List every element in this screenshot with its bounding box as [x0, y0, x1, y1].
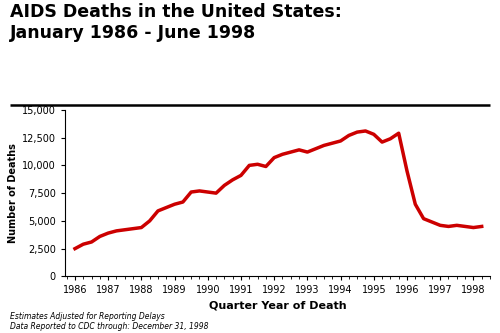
Text: AIDS Deaths in the United States:
January 1986 - June 1998: AIDS Deaths in the United States: Januar…	[10, 3, 342, 42]
Y-axis label: Number of Deaths: Number of Deaths	[8, 143, 18, 243]
X-axis label: Quarter Year of Death: Quarter Year of Death	[208, 301, 346, 311]
Text: Estimates Adjusted for Reporting Delays
Data Reported to CDC through: December 3: Estimates Adjusted for Reporting Delays …	[10, 312, 208, 331]
